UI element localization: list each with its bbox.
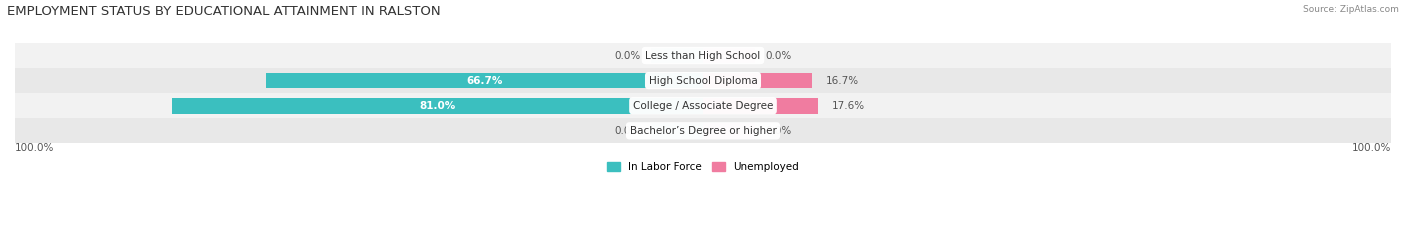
- Bar: [15, 118, 1391, 143]
- Bar: [266, 73, 703, 88]
- Bar: [651, 123, 703, 139]
- Text: College / Associate Degree: College / Associate Degree: [633, 101, 773, 111]
- Bar: [703, 123, 755, 139]
- Legend: In Labor Force, Unemployed: In Labor Force, Unemployed: [603, 158, 803, 176]
- Text: 81.0%: 81.0%: [419, 101, 456, 111]
- Text: 0.0%: 0.0%: [765, 51, 792, 61]
- Bar: [173, 98, 703, 113]
- Text: 66.7%: 66.7%: [467, 76, 503, 86]
- Text: High School Diploma: High School Diploma: [648, 76, 758, 86]
- Text: 0.0%: 0.0%: [614, 126, 641, 136]
- Text: Source: ZipAtlas.com: Source: ZipAtlas.com: [1303, 5, 1399, 14]
- Text: 0.0%: 0.0%: [765, 126, 792, 136]
- Text: 100.0%: 100.0%: [15, 143, 55, 153]
- Bar: [651, 48, 703, 63]
- Text: 16.7%: 16.7%: [825, 76, 859, 86]
- Bar: [15, 93, 1391, 118]
- Bar: [703, 98, 818, 113]
- Text: EMPLOYMENT STATUS BY EDUCATIONAL ATTAINMENT IN RALSTON: EMPLOYMENT STATUS BY EDUCATIONAL ATTAINM…: [7, 5, 440, 18]
- Text: 100.0%: 100.0%: [1351, 143, 1391, 153]
- Bar: [703, 48, 755, 63]
- Text: Less than High School: Less than High School: [645, 51, 761, 61]
- Text: 17.6%: 17.6%: [831, 101, 865, 111]
- Text: Bachelor’s Degree or higher: Bachelor’s Degree or higher: [630, 126, 776, 136]
- Text: 0.0%: 0.0%: [614, 51, 641, 61]
- Bar: [15, 68, 1391, 93]
- Bar: [703, 73, 813, 88]
- Bar: [15, 43, 1391, 68]
